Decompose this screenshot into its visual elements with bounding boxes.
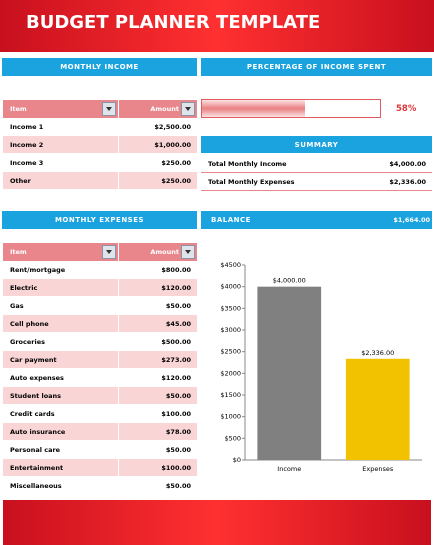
header-band <box>0 0 434 52</box>
amount-cell: $50.00 <box>165 445 191 454</box>
item-cell: Gas <box>10 301 24 310</box>
summary-label: Total Monthly Expenses <box>208 177 295 186</box>
item-cell: Credit cards <box>10 409 55 418</box>
filter-button[interactable] <box>181 102 195 116</box>
y-tick-label: $500 <box>224 434 241 442</box>
section-bar: MONTHLY EXPENSES <box>2 211 197 229</box>
summary-value: $4,000.00 <box>389 159 426 168</box>
item-cell: Groceries <box>10 337 45 346</box>
row-rule <box>201 172 432 173</box>
value-label: $2,336.00 <box>361 349 394 357</box>
amount-cell: $250.00 <box>119 172 197 189</box>
page-title: BUDGET PLANNER TEMPLATE <box>26 12 321 33</box>
item-cell: Rent/mortgage <box>10 265 66 274</box>
x-tick-label: Expenses <box>362 465 394 473</box>
summary-label: Total Monthly Income <box>208 159 287 168</box>
item-cell: Income 2 <box>3 136 118 153</box>
item-cell: Car payment <box>3 351 118 368</box>
amount-cell: $2,500.00 <box>154 122 191 131</box>
table-header-cell: Item <box>3 100 118 118</box>
amount-cell: $800.00 <box>161 265 191 274</box>
y-tick-label: $2000 <box>220 369 241 377</box>
item-cell: Income 3 <box>10 158 44 167</box>
item-cell: Other <box>3 172 118 189</box>
item-cell: Entertainment <box>3 459 118 476</box>
item-cell: Auto expenses <box>10 373 64 382</box>
bar <box>257 286 322 460</box>
y-tick-label: $1000 <box>220 413 241 421</box>
table-header-cell: Item <box>3 243 118 261</box>
x-tick-label: Income <box>277 465 301 473</box>
section-bar: BALANCE <box>201 211 432 229</box>
item-cell: Electric <box>3 279 118 296</box>
item-cell: Auto insurance <box>3 423 118 440</box>
item-cell: Income 1 <box>10 122 44 131</box>
y-tick-label: $3500 <box>220 304 241 312</box>
amount-cell: $100.00 <box>119 459 197 476</box>
bar <box>345 358 410 460</box>
summary-value: $2,336.00 <box>389 177 426 186</box>
amount-cell: $50.00 <box>119 387 197 404</box>
amount-cell: $273.00 <box>119 351 197 368</box>
item-cell: Miscellaneous <box>10 481 62 490</box>
balance-value: $1,664.00 <box>393 216 430 224</box>
amount-cell: $500.00 <box>161 337 191 346</box>
y-tick-label: $3000 <box>220 326 241 334</box>
percent-label: 58% <box>396 103 417 114</box>
item-cell: Personal care <box>10 445 61 454</box>
filter-button[interactable] <box>102 245 116 259</box>
y-tick-label: $4000 <box>220 283 241 291</box>
y-tick-label: $0 <box>233 456 241 464</box>
item-cell: Cell phone <box>3 315 118 332</box>
amount-cell: $45.00 <box>119 315 197 332</box>
y-tick-label: $4500 <box>220 261 241 269</box>
chart: $0 $500 $1000 $1500 $2000 $2500 $3000 $3500 $400… <box>220 261 422 473</box>
y-tick-label: $2500 <box>220 348 241 356</box>
value-label: $4,000.00 <box>273 277 306 285</box>
item-cell: Student loans <box>3 387 118 404</box>
amount-cell: $100.00 <box>161 409 191 418</box>
filter-button[interactable] <box>181 245 195 259</box>
amount-cell: $120.00 <box>119 279 197 296</box>
amount-cell: $78.00 <box>119 423 197 440</box>
table-header-cell: Amount <box>119 100 197 118</box>
section-bar: MONTHLY INCOME <box>2 58 197 76</box>
amount-cell: $250.00 <box>161 158 191 167</box>
amount-cell: $1,000.00 <box>119 136 197 153</box>
section-bar: PERCENTAGE OF INCOME SPENT <box>201 58 432 76</box>
y-tick-label: $1500 <box>220 391 241 399</box>
section-bar: SUMMARY <box>201 136 432 153</box>
filter-button[interactable] <box>102 102 116 116</box>
row-rule <box>201 190 432 191</box>
progress-fill <box>202 100 306 117</box>
amount-cell: $50.00 <box>165 481 191 490</box>
table-header-cell: Amount <box>119 243 197 261</box>
footer-band <box>3 500 431 545</box>
amount-cell: $120.00 <box>161 373 191 382</box>
amount-cell: $50.00 <box>165 301 191 310</box>
